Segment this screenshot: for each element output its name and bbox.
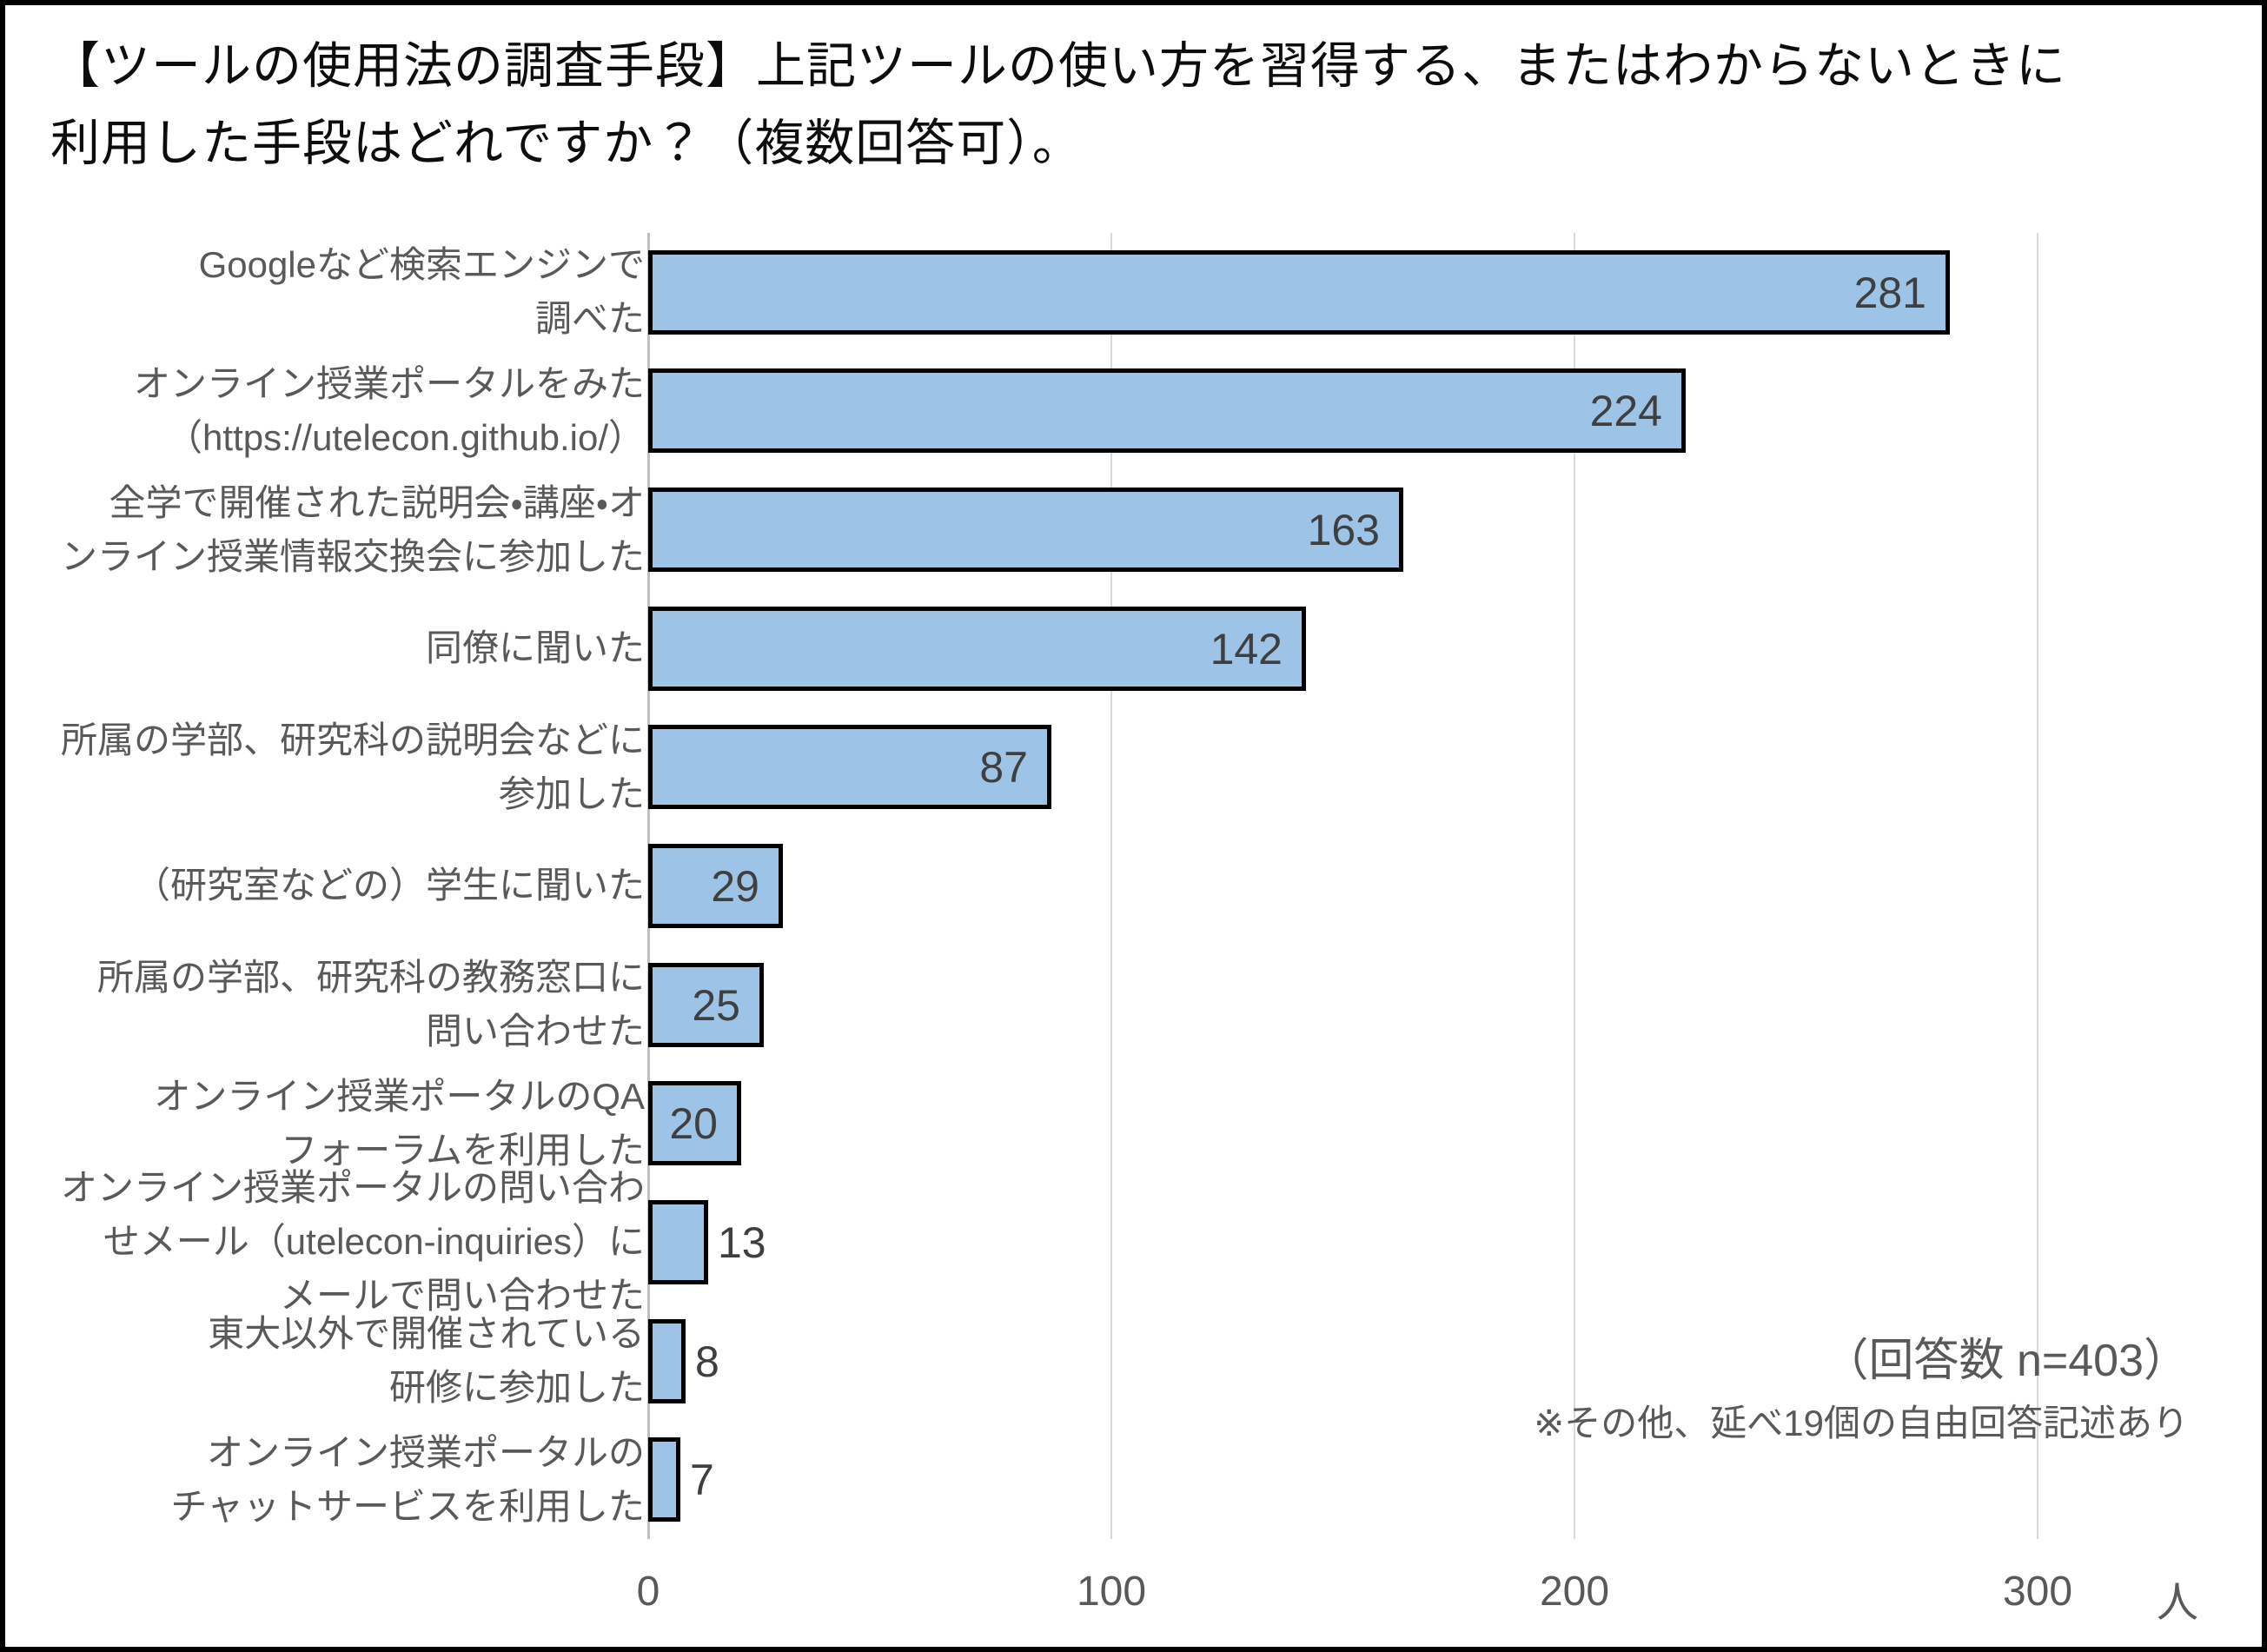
respondent-count-note: （回答数 n=403） [1823,1336,2190,1386]
category-label-text: オンライン授業ポータルの問い合わ せメール（utelecon-inquiries）… [60,1167,645,1317]
category-label-text: 同僚に聞いた [425,627,645,669]
bar-value-label: 163 [1307,505,1380,554]
category-label: 全学で開催された説明会・講座・オ ンライン授業情報交換会に参加した [31,470,645,589]
category-label: 所属の学部、研究科の説明会などに 参加した [31,708,645,827]
category-label-text: 東大以外で開催されている 研修に参加した [208,1313,645,1409]
bar: 87 [648,725,1051,809]
bar: 20 [648,1081,741,1165]
plot-area: 0 100 200 300 人 Googleなど検索エンジンで 調べた 281 オンライン授業ポ… [5,5,2262,1647]
annotation-block: （回答数 n=403） ※その他、延べ19個の自由回答記述あり [1534,1333,2189,1446]
bar-value-label: 87 [979,742,1028,792]
category-label: 同僚に聞いた [31,589,645,708]
category-label-text: 全学で開催された説明会・講座・オ ンライン授業情報交換会に参加した [60,481,645,577]
bar: 8 [648,1319,719,1403]
chart-title: 【ツールの使用法の調査手段】上記ツールの使い方を習得する、またはわからないときに… [50,28,2205,182]
category-label: オンライン授業ポータルのQA フォーラムを利用した [31,1064,645,1183]
category-label: （研究室などの）学生に聞いた [31,826,645,945]
category-label-text: オンライン授業ポータルの チャットサービスを利用した [170,1431,645,1527]
bar: 29 [648,844,783,928]
gridline-x-200 [1574,233,1575,1539]
category-label-text: （研究室などの）学生に聞いた [133,865,645,906]
category-label: 東大以外で開催されている 研修に参加した [31,1302,645,1421]
category-label: オンライン授業ポータルをみた （https://utelecon.github.i… [31,352,645,471]
chart-title-line2: 利用した手段はどれですか？（複数回答可）。 [50,116,1083,171]
bar-value-label: 224 [1589,386,1662,435]
chart-title-line1: 【ツールの使用法の調査手段】上記ツールの使い方を習得する、またはわからないときに [50,38,2066,94]
bar-value-label: 7 [690,1455,714,1504]
category-label: オンライン授業ポータルの チャットサービスを利用した [31,1420,645,1539]
bar-value-label: 8 [695,1337,719,1386]
free-response-note: ※その他、延べ19個の自由回答記述あり [1534,1403,2189,1443]
category-label-text: 所属の学部、研究科の教務窓口に 問い合わせた [96,957,645,1052]
category-label: オンライン授業ポータルの問い合わ せメール（utelecon-inquiries）… [31,1167,645,1316]
bar: 7 [648,1437,714,1522]
bar-value-label: 13 [718,1217,766,1267]
category-label: Googleなど検索エンジンで 調べた [31,233,645,352]
bar-value-label: 29 [711,861,759,911]
bar: 142 [648,607,1306,691]
x-tick-0: 0 [636,1569,660,1615]
category-label-text: オンライン授業ポータルのQA フォーラムを利用した [154,1075,645,1171]
gridline-x-300 [2037,233,2038,1539]
bar-value-label: 20 [669,1098,718,1148]
bar: 224 [648,368,1686,453]
category-label-text: Googleなど検索エンジンで 調べた [198,244,645,340]
bar: 281 [648,250,1950,335]
gridline-x-100 [1110,233,1112,1539]
bar-value-label: 281 [1853,268,1926,317]
bar-value-label: 25 [692,980,740,1030]
bar: 163 [648,488,1403,572]
bar-value-label: 142 [1210,624,1283,673]
x-axis-unit-label: 人 [2156,1580,2198,1626]
x-tick-300: 300 [2002,1569,2073,1615]
category-label: 所属の学部、研究科の教務窓口に 問い合わせた [31,945,645,1065]
bar: 13 [648,1200,766,1284]
x-tick-200: 200 [1539,1569,1610,1615]
bar: 25 [648,963,764,1047]
category-label-text: オンライン授業ポータルをみた （https://utelecon.github.i… [133,362,645,458]
x-tick-100: 100 [1076,1569,1147,1615]
category-label-text: 所属の学部、研究科の説明会などに 参加した [60,719,645,814]
